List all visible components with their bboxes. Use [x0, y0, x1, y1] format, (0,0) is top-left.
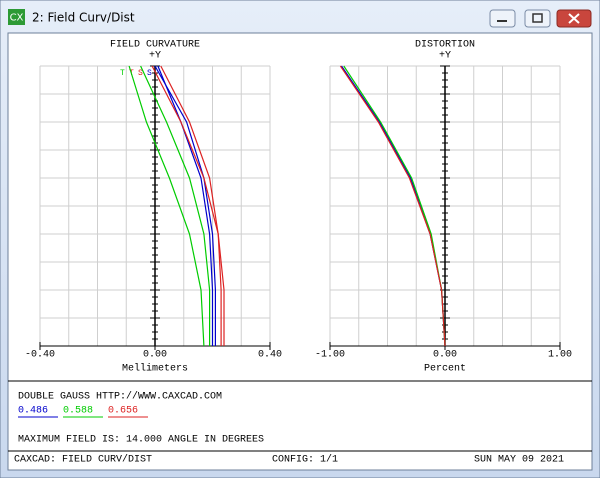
curve — [128, 65, 205, 347]
window-buttons — [489, 9, 592, 28]
x-tick-label: -0.40 — [25, 350, 55, 361]
x-tick-label: -1.00 — [315, 350, 345, 361]
x-tick-label: 1.00 — [548, 350, 572, 361]
app-icon-text: CX — [10, 13, 24, 24]
chart-subtitle: +Y — [149, 51, 161, 62]
minimize-button[interactable] — [489, 9, 516, 28]
footer-left: CAXCAD: FIELD CURV/DIST — [14, 454, 152, 466]
max-field-text: MAXIMUM FIELD IS: 14.000 ANGLE IN DEGREE… — [18, 435, 264, 446]
curve — [140, 65, 211, 346]
maximize-icon — [532, 13, 543, 23]
curve — [157, 65, 214, 346]
close-icon — [568, 13, 580, 24]
lens-text: DOUBLE GAUSS HTTP://WWW.CAXCAD.COM — [18, 391, 222, 403]
wavelength-label: 0.588 — [63, 406, 93, 417]
wavelength-label: 0.656 — [108, 406, 138, 417]
curve — [160, 65, 222, 346]
x-tick-label: 0.00 — [433, 350, 457, 361]
x-axis-label: Mellimeters — [122, 363, 188, 375]
curve — [339, 65, 446, 347]
curve-label: S — [147, 69, 152, 78]
footer-right: SUN MAY 09 2021 — [474, 455, 564, 466]
x-tick-label: 0.00 — [143, 350, 167, 361]
client-area — [7, 32, 593, 471]
chart-title: FIELD CURVATURE — [110, 40, 200, 51]
wavelength-label: 0.486 — [18, 406, 48, 417]
curve-label: S — [138, 69, 143, 78]
app-icon — [8, 9, 25, 25]
curve-label: T — [120, 69, 125, 78]
curve — [151, 65, 225, 346]
chart-subtitle: +Y — [439, 51, 451, 62]
footer-center: CONFIG: 1/1 — [272, 454, 338, 466]
chart-title: DISTORTION — [415, 40, 475, 51]
window-title: 2: Field Curv/Dist — [32, 11, 135, 25]
maximize-button[interactable] — [524, 9, 551, 28]
x-axis-label: Percent — [424, 364, 466, 375]
x-tick-label: 0.40 — [258, 350, 282, 361]
curve — [154, 65, 216, 346]
